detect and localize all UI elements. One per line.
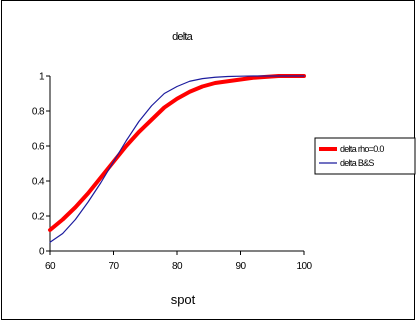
- y-tick-label: 0.8: [32, 107, 45, 118]
- legend: delta rho=0.0 delta B&S: [314, 137, 416, 175]
- x-tick-label: 70: [109, 261, 120, 272]
- x-tick-label: 80: [172, 261, 183, 272]
- plot-area: 0 0.2 0.4 0.6 0.8 1 60 70 80 90 100: [32, 72, 313, 273]
- x-tick-label: 100: [297, 261, 313, 272]
- x-tick-label: 60: [45, 261, 56, 272]
- y-tick-label: 0.4: [32, 177, 45, 188]
- chart-title: delta: [172, 31, 194, 43]
- series-line-2: [49, 75, 305, 243]
- x-axis-label: spot: [171, 292, 196, 307]
- legend-box: [314, 137, 416, 175]
- series-line-1: [48, 74, 306, 232]
- legend-label-2: delta B&S: [340, 158, 374, 168]
- x-tick-label: 90: [236, 261, 247, 272]
- y-tick-label: 0: [39, 247, 45, 258]
- y-tick-label: 0.2: [32, 212, 45, 223]
- legend-label-1: delta rho=0.0: [340, 144, 384, 154]
- y-tick-label: 1: [39, 72, 45, 83]
- y-tick-label: 0.6: [32, 142, 45, 153]
